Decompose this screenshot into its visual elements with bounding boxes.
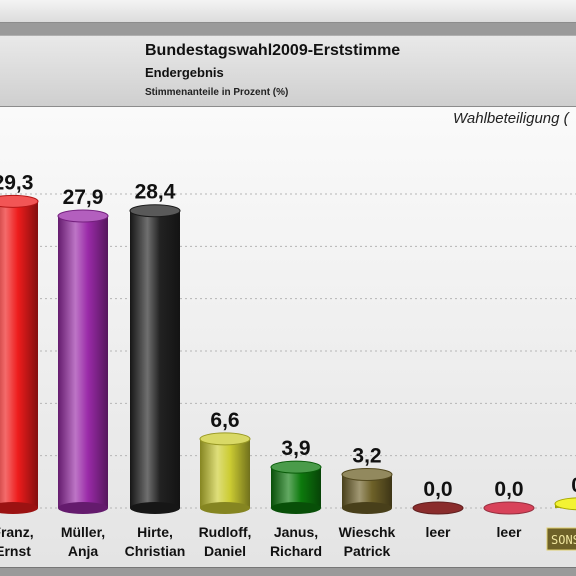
value-label: 27,9 [63, 186, 104, 209]
value-label: 29,3 [0, 171, 33, 194]
bar [130, 210, 180, 508]
category-label: Wieschk [339, 524, 396, 540]
category-label: Ernst [0, 543, 31, 559]
category-label: Patrick [344, 543, 391, 559]
category-label: leer [426, 524, 451, 540]
category-label: Hirte, [137, 524, 173, 540]
category-label: Müller, [61, 524, 105, 540]
bar-bottom [200, 502, 250, 514]
bar [200, 438, 250, 508]
value-label: 6,6 [210, 409, 239, 432]
chart-unit-note: Stimmenanteile in Prozent (%) [145, 87, 289, 98]
category-label: Janus, [274, 524, 318, 540]
bar-top [199, 432, 251, 446]
bar-top [341, 468, 393, 482]
bar-top [554, 497, 576, 511]
category-label: leer [497, 524, 522, 540]
category-label: Christian [125, 543, 186, 559]
bar-top [0, 194, 39, 208]
plot-area: Wahlbeteiligung ( 29,3 Franz, Ernst 27,9 Mül… [0, 107, 576, 568]
category-label: Daniel [204, 543, 246, 559]
value-label: 3,9 [281, 437, 310, 460]
bar-bottom [271, 502, 321, 514]
category-label: Franz, [0, 524, 34, 540]
bar-top [57, 209, 109, 223]
bottom-bar [0, 568, 576, 576]
turnout-label: Wahlbeteiligung ( [453, 110, 569, 127]
bar [58, 215, 108, 508]
top-bar [0, 0, 576, 23]
chart-header: Bundestagswahl2009-Erststimme Endergebni… [0, 35, 576, 107]
bar-bottom [342, 502, 392, 514]
bar [271, 467, 321, 508]
bar [0, 201, 38, 508]
category-badge [546, 527, 576, 551]
bar-base [483, 501, 535, 515]
value-label: 0,0 [423, 478, 452, 501]
bar-bottom [58, 502, 108, 514]
category-label: Anja [68, 543, 99, 559]
value-label: 3,2 [352, 445, 381, 468]
bar-top [270, 460, 322, 474]
bar-bottom [0, 502, 38, 514]
category-label: SONS [551, 533, 576, 547]
bar-bottom [130, 502, 180, 514]
value-label: 0, [571, 474, 576, 497]
category-label: Rudloff, [199, 524, 252, 540]
chart-subtitle: Endergebnis [145, 65, 224, 80]
bar-top [129, 204, 181, 218]
category-label: Richard [270, 543, 322, 559]
bar-base [412, 501, 464, 515]
chart-title: Bundestagswahl2009-Erststimme [145, 42, 401, 59]
bar-chart: 29,3 Franz, Ernst 27,9 Müller, Anja 28,4 Hirte,… [0, 171, 576, 559]
value-label: 28,4 [135, 181, 176, 204]
value-label: 0,0 [494, 478, 523, 501]
